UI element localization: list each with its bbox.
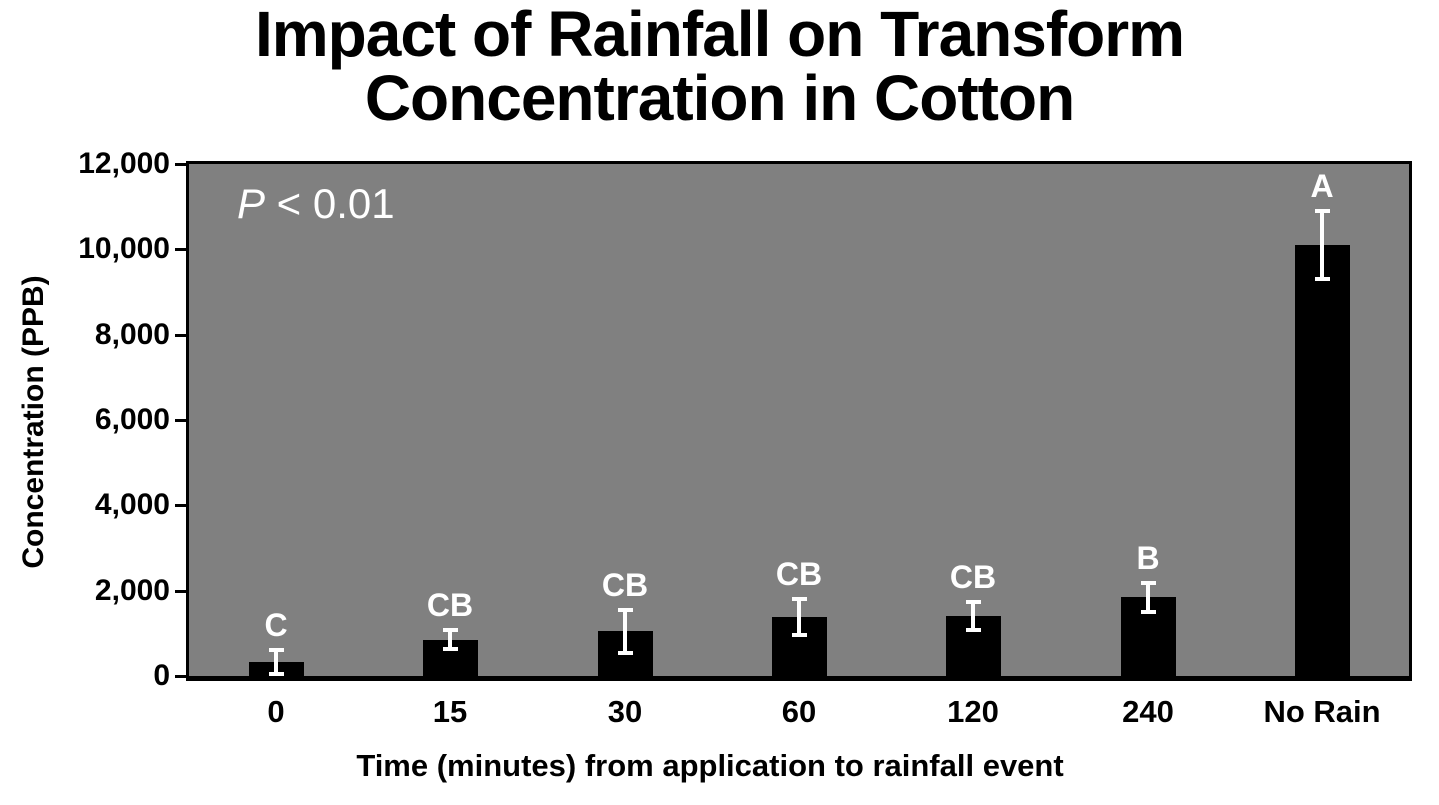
error-bar-cap-top bbox=[442, 628, 458, 632]
significance-letter: CB bbox=[775, 556, 823, 592]
p-value-annotation: P < 0.01 bbox=[237, 180, 395, 228]
error-bar-cap-top bbox=[617, 608, 633, 612]
error-bar-line bbox=[971, 602, 975, 630]
significance-letter: C bbox=[264, 607, 288, 643]
significance-letter: CB bbox=[601, 567, 649, 603]
y-tick-mark bbox=[175, 248, 186, 251]
y-tick-label: 2,000 bbox=[94, 574, 170, 607]
y-tick-mark bbox=[175, 419, 186, 422]
p-value-italic: P bbox=[237, 180, 266, 227]
error-bar-cap-top bbox=[1140, 581, 1156, 585]
error-bar-cap-bottom bbox=[442, 647, 458, 651]
significance-letter: A bbox=[1310, 168, 1334, 204]
error-bar-cap-bottom bbox=[1314, 277, 1330, 281]
chart-title: Impact of Rainfall on Transform Concentr… bbox=[0, 2, 1439, 130]
plot-area: P < 0.01 C CB CB CB CB B A bbox=[186, 161, 1412, 681]
significance-letter: CB bbox=[949, 559, 997, 595]
error-bar-line bbox=[623, 610, 627, 653]
x-tick-label: 60 bbox=[781, 694, 817, 729]
y-tick-mark bbox=[175, 334, 186, 337]
y-tick-mark bbox=[175, 163, 186, 166]
x-tick-label: 30 bbox=[607, 694, 643, 729]
x-tick-label: 0 bbox=[267, 694, 285, 729]
x-tick-label: 15 bbox=[432, 694, 468, 729]
error-bar-line bbox=[797, 599, 801, 635]
y-tick-mark bbox=[175, 504, 186, 507]
significance-letter: CB bbox=[426, 587, 474, 623]
error-bar-line bbox=[448, 630, 452, 649]
error-bar-line bbox=[1320, 211, 1324, 279]
y-tick-mark bbox=[175, 675, 186, 678]
error-bar-cap-bottom bbox=[965, 628, 981, 632]
x-tick-label: No Rain bbox=[1263, 694, 1381, 729]
error-bar-cap-bottom bbox=[1140, 610, 1156, 614]
y-tick-label: 8,000 bbox=[94, 318, 170, 351]
error-bar-cap-bottom bbox=[791, 633, 807, 637]
error-bar-cap-top bbox=[1314, 209, 1330, 213]
error-bar-cap-top bbox=[268, 648, 284, 652]
x-tick-label: 120 bbox=[947, 694, 999, 729]
error-bar-cap-bottom bbox=[268, 672, 284, 676]
y-tick-label: 10,000 bbox=[78, 232, 170, 265]
p-value-rest: < 0.01 bbox=[265, 180, 395, 227]
error-bar-cap-top bbox=[965, 600, 981, 604]
chart-title-line2: Concentration in Cotton bbox=[364, 62, 1075, 134]
y-tick-label: 0 bbox=[153, 659, 170, 692]
y-tick-mark bbox=[175, 590, 186, 593]
x-tick-label: 240 bbox=[1122, 694, 1174, 729]
y-tick-label: 4,000 bbox=[94, 488, 170, 521]
y-tick-label: 12,000 bbox=[78, 147, 170, 180]
bar-no-rain bbox=[1294, 245, 1350, 676]
y-tick-label: 6,000 bbox=[94, 403, 170, 436]
x-axis-title: Time (minutes) from application to rainf… bbox=[356, 748, 1064, 783]
significance-letter: B bbox=[1136, 540, 1160, 576]
error-bar-line bbox=[1146, 583, 1150, 612]
error-bar-cap-bottom bbox=[617, 651, 633, 655]
error-bar-line bbox=[274, 650, 278, 674]
error-bar-cap-top bbox=[791, 597, 807, 601]
chart-title-line1: Impact of Rainfall on Transform bbox=[254, 0, 1185, 70]
